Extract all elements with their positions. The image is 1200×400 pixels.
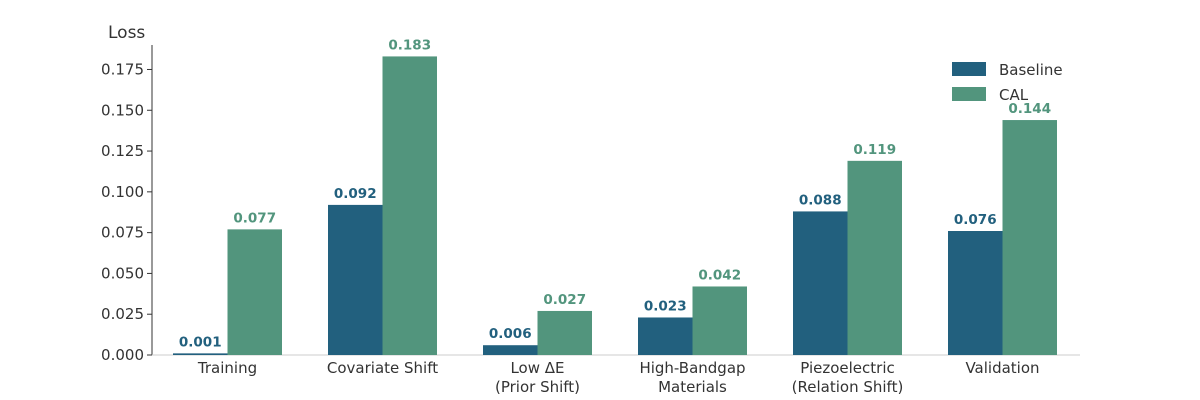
legend-swatch xyxy=(952,87,986,101)
y-tick-label: 0.000 xyxy=(101,346,144,364)
bar-baseline xyxy=(173,353,228,355)
bar-baseline xyxy=(483,345,538,355)
data-label: 0.077 xyxy=(233,210,276,226)
bar-baseline xyxy=(328,204,383,355)
x-tick-label: Piezoelectric xyxy=(800,359,895,377)
bar-cal xyxy=(692,286,747,355)
y-tick-label: 0.125 xyxy=(101,142,144,160)
data-label: 0.076 xyxy=(954,212,997,228)
bar-cal xyxy=(1002,120,1057,355)
y-tick-label: 0.050 xyxy=(101,264,144,282)
legend-label: CAL xyxy=(999,86,1029,104)
y-tick-label: 0.175 xyxy=(101,60,144,78)
data-label: 0.144 xyxy=(1008,101,1051,117)
y-tick-label: 0.100 xyxy=(101,183,144,201)
legend: Baseline CAL xyxy=(952,61,1063,104)
bar-baseline xyxy=(948,231,1003,355)
bars xyxy=(173,56,1057,355)
data-label: 0.119 xyxy=(853,142,896,158)
y-axis-label: Loss xyxy=(108,23,145,43)
x-tick-label: (Prior Shift) xyxy=(495,378,580,396)
data-label: 0.006 xyxy=(489,326,532,342)
x-tick-label: (Relation Shift) xyxy=(792,378,904,396)
x-tick-label: Covariate Shift xyxy=(327,359,438,377)
legend-label: Baseline xyxy=(999,61,1063,79)
y-tick-label: 0.025 xyxy=(101,305,144,323)
data-label: 0.088 xyxy=(799,192,842,208)
data-label: 0.092 xyxy=(334,186,377,202)
x-tick-label: Materials xyxy=(658,378,727,396)
x-axis: Training Covariate Shift Low ΔE(Prior Shif… xyxy=(152,354,1080,396)
bar-baseline xyxy=(638,317,693,355)
y-tick-label: 0.150 xyxy=(101,101,144,119)
bar-cal xyxy=(227,229,282,355)
y-tick-label: 0.075 xyxy=(101,224,144,242)
x-tick-label: Low ΔE xyxy=(510,359,564,377)
bar-cal xyxy=(537,310,592,355)
data-label: 0.042 xyxy=(698,267,741,283)
y-axis: 0.000 0.025 0.050 0.075 0.100 0.125 0.150 0.175 xyxy=(101,45,153,364)
data-label: 0.023 xyxy=(644,298,687,314)
bar-cal xyxy=(847,160,902,355)
x-tick-label: High-Bandgap xyxy=(639,359,745,377)
x-tick-label: Validation xyxy=(965,359,1039,377)
x-tick-label: Training xyxy=(197,359,257,377)
data-label: 0.183 xyxy=(388,37,431,53)
data-label: 0.027 xyxy=(543,292,586,308)
data-label: 0.001 xyxy=(179,334,222,350)
data-labels: 0.001 0.092 0.006 0.023 0.088 0.076 0.077 0.183… xyxy=(179,37,1051,350)
bar-baseline xyxy=(793,211,848,355)
legend-swatch xyxy=(952,62,986,76)
bar-cal xyxy=(382,56,437,355)
